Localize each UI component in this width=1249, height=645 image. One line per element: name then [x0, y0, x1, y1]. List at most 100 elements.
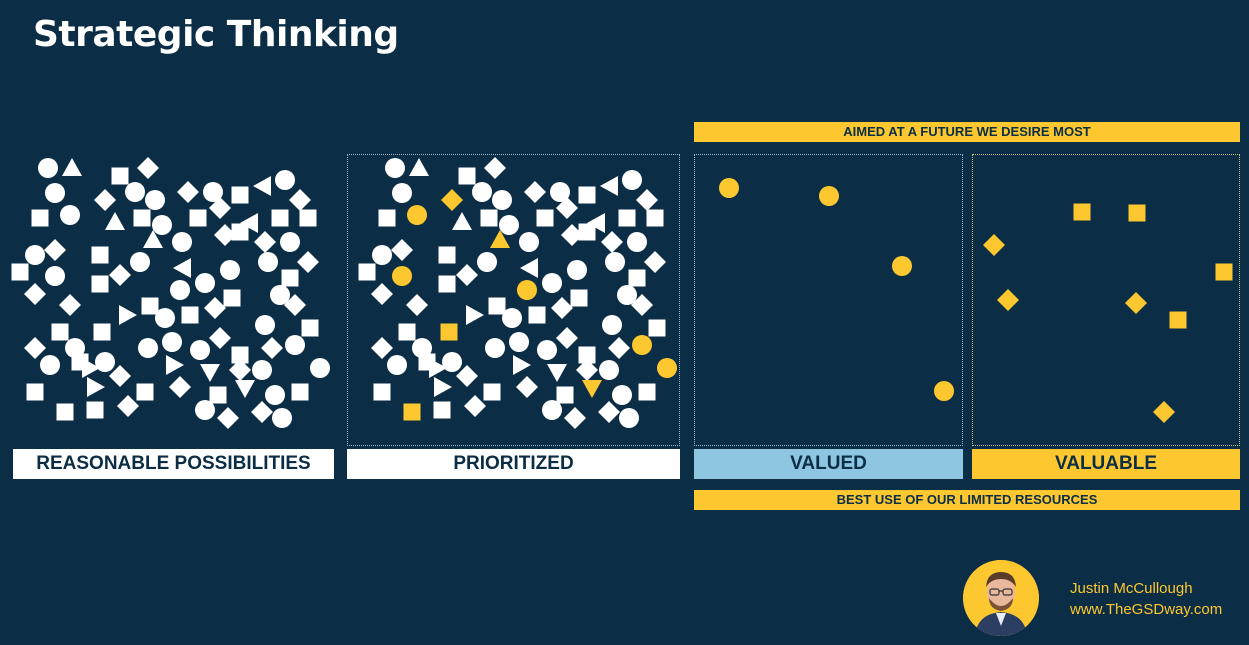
prioritized-shape — [412, 338, 432, 358]
possibility-shape — [214, 224, 236, 246]
page-title: Strategic Thinking — [33, 14, 399, 55]
possibility-shape — [265, 385, 285, 405]
prioritized-shape — [438, 275, 456, 293]
possibility-shape — [109, 365, 131, 387]
prioritized-shape — [619, 408, 639, 428]
possibility-shape — [31, 209, 49, 227]
possibility-shape — [152, 215, 172, 235]
possibility-shape — [172, 232, 192, 252]
prioritized-shape — [598, 401, 620, 423]
valuable-shape — [1073, 203, 1091, 221]
possibility-shape — [133, 209, 151, 227]
prioritized-shape — [627, 232, 647, 252]
prioritized-shape — [472, 182, 492, 202]
valuable-shape — [997, 289, 1019, 311]
possibility-shape — [200, 364, 220, 382]
author-website[interactable]: www.TheGSDway.com — [1070, 601, 1223, 618]
possibility-shape — [145, 190, 165, 210]
label-valuable: VALUABLE — [972, 449, 1240, 479]
possibility-shape — [255, 315, 275, 335]
prioritized-shape-highlighted — [407, 205, 427, 225]
prioritized-shape-highlighted — [517, 280, 537, 300]
possibility-shape — [125, 182, 145, 202]
possibility-shape — [177, 181, 199, 203]
prioritized-shape — [387, 355, 407, 375]
prioritized-shape — [385, 158, 405, 178]
possibility-shape — [229, 359, 251, 381]
possibility-shape — [223, 289, 241, 307]
prioritized-shape — [561, 224, 583, 246]
valued-circle — [819, 186, 839, 206]
prioritized-shape — [398, 323, 416, 341]
prioritized-shape — [488, 297, 506, 315]
possibility-shape — [24, 283, 46, 305]
valued-circle — [719, 178, 739, 198]
prioritized-shape — [564, 407, 586, 429]
prioritized-shape — [520, 258, 538, 278]
possibility-shape — [51, 323, 69, 341]
prioritized-shape — [371, 337, 393, 359]
prioritized-shape — [551, 297, 573, 319]
prioritized-shape-highlighted — [392, 266, 412, 286]
possibility-shape — [95, 352, 115, 372]
possibility-shape — [270, 285, 290, 305]
possibility-shape — [170, 280, 190, 300]
possibility-shape — [258, 252, 278, 272]
banner-bottom: BEST USE OF OUR LIMITED RESOURCES — [694, 490, 1240, 510]
valuable-shape — [1215, 263, 1233, 281]
label-prioritized: PRIORITIZED — [347, 449, 680, 479]
prioritized-shape — [516, 376, 538, 398]
prioritized-shape-highlighted — [657, 358, 677, 378]
possibility-shape — [297, 251, 319, 273]
author-avatar — [963, 560, 1039, 636]
possibility-shape — [231, 186, 249, 204]
possibility-shape — [299, 209, 317, 227]
possibility-shape — [203, 182, 223, 202]
possibility-shape — [209, 386, 227, 404]
prioritized-shape — [499, 215, 519, 235]
prioritized-shape — [550, 182, 570, 202]
possibilities-shapes — [11, 157, 330, 429]
possibility-shape — [109, 264, 131, 286]
possibility-shape — [291, 383, 309, 401]
prioritized-shape-highlighted — [440, 323, 458, 341]
possibility-shape — [91, 246, 109, 264]
prioritized-shape — [456, 365, 478, 387]
prioritized-shape — [373, 383, 391, 401]
valuable-shape — [1125, 292, 1147, 314]
possibility-shape — [65, 338, 85, 358]
prioritized-shape — [392, 183, 412, 203]
prioritized-shape — [458, 167, 476, 185]
prioritized-shape — [485, 338, 505, 358]
possibility-shape — [56, 403, 74, 421]
possibility-shape — [138, 338, 158, 358]
prioritized-shape — [492, 190, 512, 210]
possibility-shape — [189, 209, 207, 227]
prioritized-shape — [600, 176, 618, 196]
possibility-shape — [231, 346, 249, 364]
possibility-shape — [181, 306, 199, 324]
prioritized-shape-highlighted — [490, 230, 510, 248]
prioritized-shape — [434, 377, 452, 397]
prioritized-shape — [602, 315, 622, 335]
prioritized-shapes — [358, 157, 677, 429]
possibility-shape — [86, 401, 104, 419]
possibility-shape — [143, 230, 163, 248]
possibility-shape — [272, 408, 292, 428]
possibility-shape — [280, 232, 300, 252]
possibility-shape — [82, 358, 100, 378]
possibility-shape — [204, 297, 226, 319]
author-name: Justin McCullough — [1070, 580, 1193, 597]
possibility-shape — [252, 360, 272, 380]
prioritized-shape — [638, 383, 656, 401]
valuable-shape — [983, 234, 1005, 256]
possibility-shape — [195, 400, 215, 420]
prioritized-shape — [617, 285, 637, 305]
possibility-shape — [130, 252, 150, 272]
possibility-shape — [173, 258, 191, 278]
prioritized-shape — [519, 232, 539, 252]
possibility-shape — [281, 269, 299, 287]
prioritized-shape — [578, 186, 596, 204]
possibility-shape — [155, 308, 175, 328]
possibility-shape — [253, 176, 271, 196]
